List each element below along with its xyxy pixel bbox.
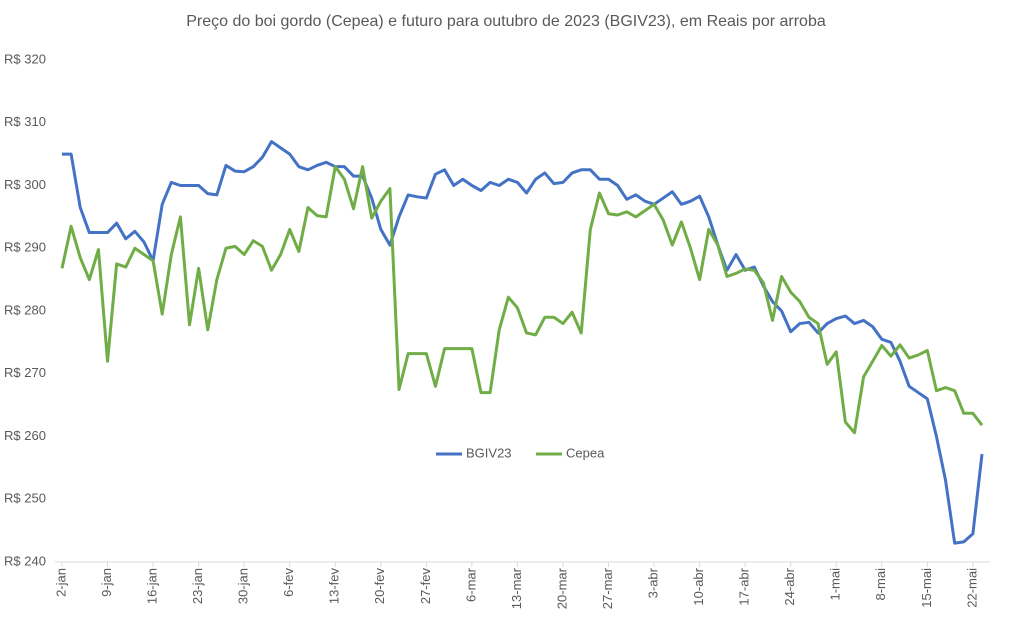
line-series xyxy=(62,140,984,545)
x-tick-label: 3-abr xyxy=(646,567,661,598)
y-tick-label: R$ 260 xyxy=(4,428,46,443)
x-tick-label: 13-fev xyxy=(327,568,342,605)
x-tick-label: 27-mar xyxy=(600,567,615,609)
x-tick-label: 16-jan xyxy=(145,568,160,604)
x-tick-label: 2-jan xyxy=(53,568,68,597)
x-tick-label: 27-fev xyxy=(418,568,433,605)
y-tick-label: R$ 320 xyxy=(4,51,46,66)
x-tick-label: 23-jan xyxy=(190,568,205,604)
x-tick-label: 1-mai xyxy=(828,568,843,601)
x-tick-label: 9-jan xyxy=(99,568,114,597)
y-tick-label: R$ 250 xyxy=(4,491,46,506)
y-tick-label: R$ 280 xyxy=(4,302,46,317)
y-tick-label: R$ 310 xyxy=(4,114,46,129)
x-tick-label: 20-mar xyxy=(554,567,569,609)
x-tick-label: 30-jan xyxy=(236,568,251,604)
y-tick-label: R$ 270 xyxy=(4,365,46,380)
y-tick-label: R$ 240 xyxy=(4,553,46,568)
x-tick-label: 13-mar xyxy=(509,567,524,609)
x-tick-label: 17-abr xyxy=(737,567,752,605)
line-series xyxy=(60,165,984,435)
y-tick-label: R$ 300 xyxy=(4,177,46,192)
x-tick-label: 8-mai xyxy=(873,568,888,601)
x-tick-label: 6-mar xyxy=(463,567,478,602)
x-tick-label: 10-abr xyxy=(691,567,706,605)
x-tick-label: 15-mai xyxy=(919,568,934,608)
x-tick-label: 20-fev xyxy=(372,568,387,605)
x-tick-label: 6-fev xyxy=(281,568,296,597)
x-tick-label: 22-mai xyxy=(964,568,979,608)
x-tick-label: 24-abr xyxy=(782,567,797,605)
y-tick-label: R$ 290 xyxy=(4,240,46,255)
legend-label: BGIV23 xyxy=(466,445,512,460)
legend-label: Cepea xyxy=(566,445,605,460)
chart-title: Preço do boi gordo (Cepea) e futuro para… xyxy=(186,13,826,30)
